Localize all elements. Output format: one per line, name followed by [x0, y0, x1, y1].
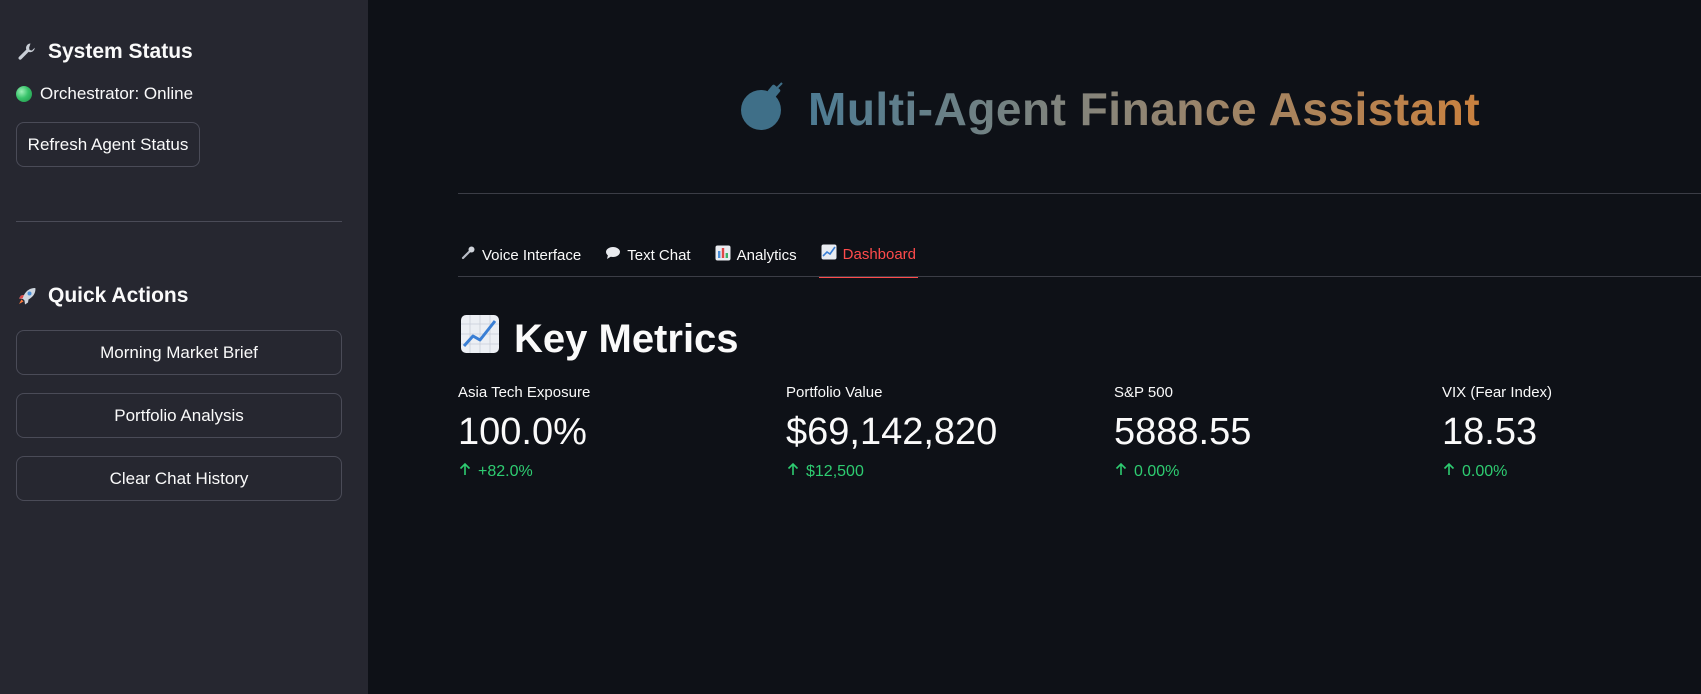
metric-value: $69,142,820 [786, 411, 998, 453]
status-dot-icon [16, 86, 32, 102]
page-header: Multi-Agent Finance Assistant [738, 80, 1480, 137]
key-metrics-heading: Key Metrics [460, 314, 739, 364]
tab-analytics[interactable]: Analytics [713, 240, 799, 278]
tab-dashboard[interactable]: Dashboard [818, 240, 919, 278]
orchestrator-status-text: Orchestrator: Online [40, 84, 194, 103]
metric-value: 100.0% [458, 411, 587, 453]
metric-label: VIX (Fear Index) [1442, 384, 1553, 401]
main-content: Multi-Agent Finance Assistant Voice Inte… [368, 0, 1701, 694]
metrics-row: Asia Tech Exposure 100.0% +82.0% Portfol… [458, 384, 1701, 481]
arrow-up-icon [1114, 462, 1128, 481]
page-title: Multi-Agent Finance Assistant [808, 82, 1481, 135]
wrench-icon [16, 41, 38, 63]
metric-delta: +82.0% [458, 462, 786, 481]
sidebar-divider [16, 221, 342, 222]
tab-label: Text Chat [627, 246, 691, 264]
key-metrics-title: Key Metrics [514, 316, 739, 361]
sidebar: System Status Orchestrator: Online Refre… [0, 0, 368, 694]
tab-label: Dashboard [842, 245, 917, 263]
arrow-up-icon [458, 462, 472, 481]
metric-delta: $12,500 [786, 462, 1114, 481]
speech-bubble-icon [605, 245, 621, 265]
metric-delta-text: 0.00% [1462, 462, 1508, 480]
tabs-divider [458, 276, 1701, 277]
metric-portfolio-value: Portfolio Value $69,142,820 $12,500 [786, 384, 1114, 481]
tab-voice-interface[interactable]: Voice Interface [458, 240, 583, 278]
metric-delta-text: +82.0% [478, 462, 533, 480]
portfolio-analysis-button[interactable]: Portfolio Analysis [16, 393, 342, 438]
metric-value: 18.53 [1442, 411, 1538, 453]
header-divider [458, 193, 1701, 194]
tab-label: Analytics [736, 246, 797, 264]
metric-asia-tech-exposure: Asia Tech Exposure 100.0% +82.0% [458, 384, 786, 481]
microphone-icon [460, 245, 476, 265]
refresh-agent-status-button[interactable]: Refresh Agent Status [16, 122, 200, 167]
tab-bar: Voice Interface Text Chat [458, 240, 919, 278]
line-chart-icon [821, 244, 837, 264]
metric-vix: VIX (Fear Index) 18.53 0.00% [1442, 384, 1701, 481]
metric-sp500: S&P 500 5888.55 0.00% [1114, 384, 1442, 481]
metric-label: S&P 500 [1114, 384, 1173, 401]
metric-delta: 0.00% [1442, 462, 1701, 481]
metric-label: Asia Tech Exposure [458, 384, 591, 401]
orchestrator-status: Orchestrator: Online [16, 84, 352, 104]
metric-delta-text: $12,500 [806, 462, 864, 480]
system-status-heading: System Status [16, 36, 352, 68]
arrow-up-icon [786, 462, 800, 481]
clear-chat-history-button[interactable]: Clear Chat History [16, 456, 342, 501]
metric-delta-text: 0.00% [1134, 462, 1180, 480]
rocket-icon [16, 285, 38, 307]
system-status-title: System Status [48, 40, 193, 63]
metric-delta: 0.00% [1114, 462, 1442, 481]
metric-value: 5888.55 [1114, 411, 1252, 453]
bar-chart-icon [715, 245, 731, 265]
tab-text-chat[interactable]: Text Chat [603, 240, 692, 278]
morning-market-brief-button[interactable]: Morning Market Brief [16, 330, 342, 375]
arrow-up-icon [1442, 462, 1456, 481]
metric-label: Portfolio Value [786, 384, 883, 401]
chart-increasing-icon [460, 314, 500, 364]
quick-actions-heading: Quick Actions [16, 280, 352, 312]
quick-actions-title: Quick Actions [48, 284, 189, 307]
tab-label: Voice Interface [482, 246, 582, 264]
bomb-icon [738, 80, 790, 137]
